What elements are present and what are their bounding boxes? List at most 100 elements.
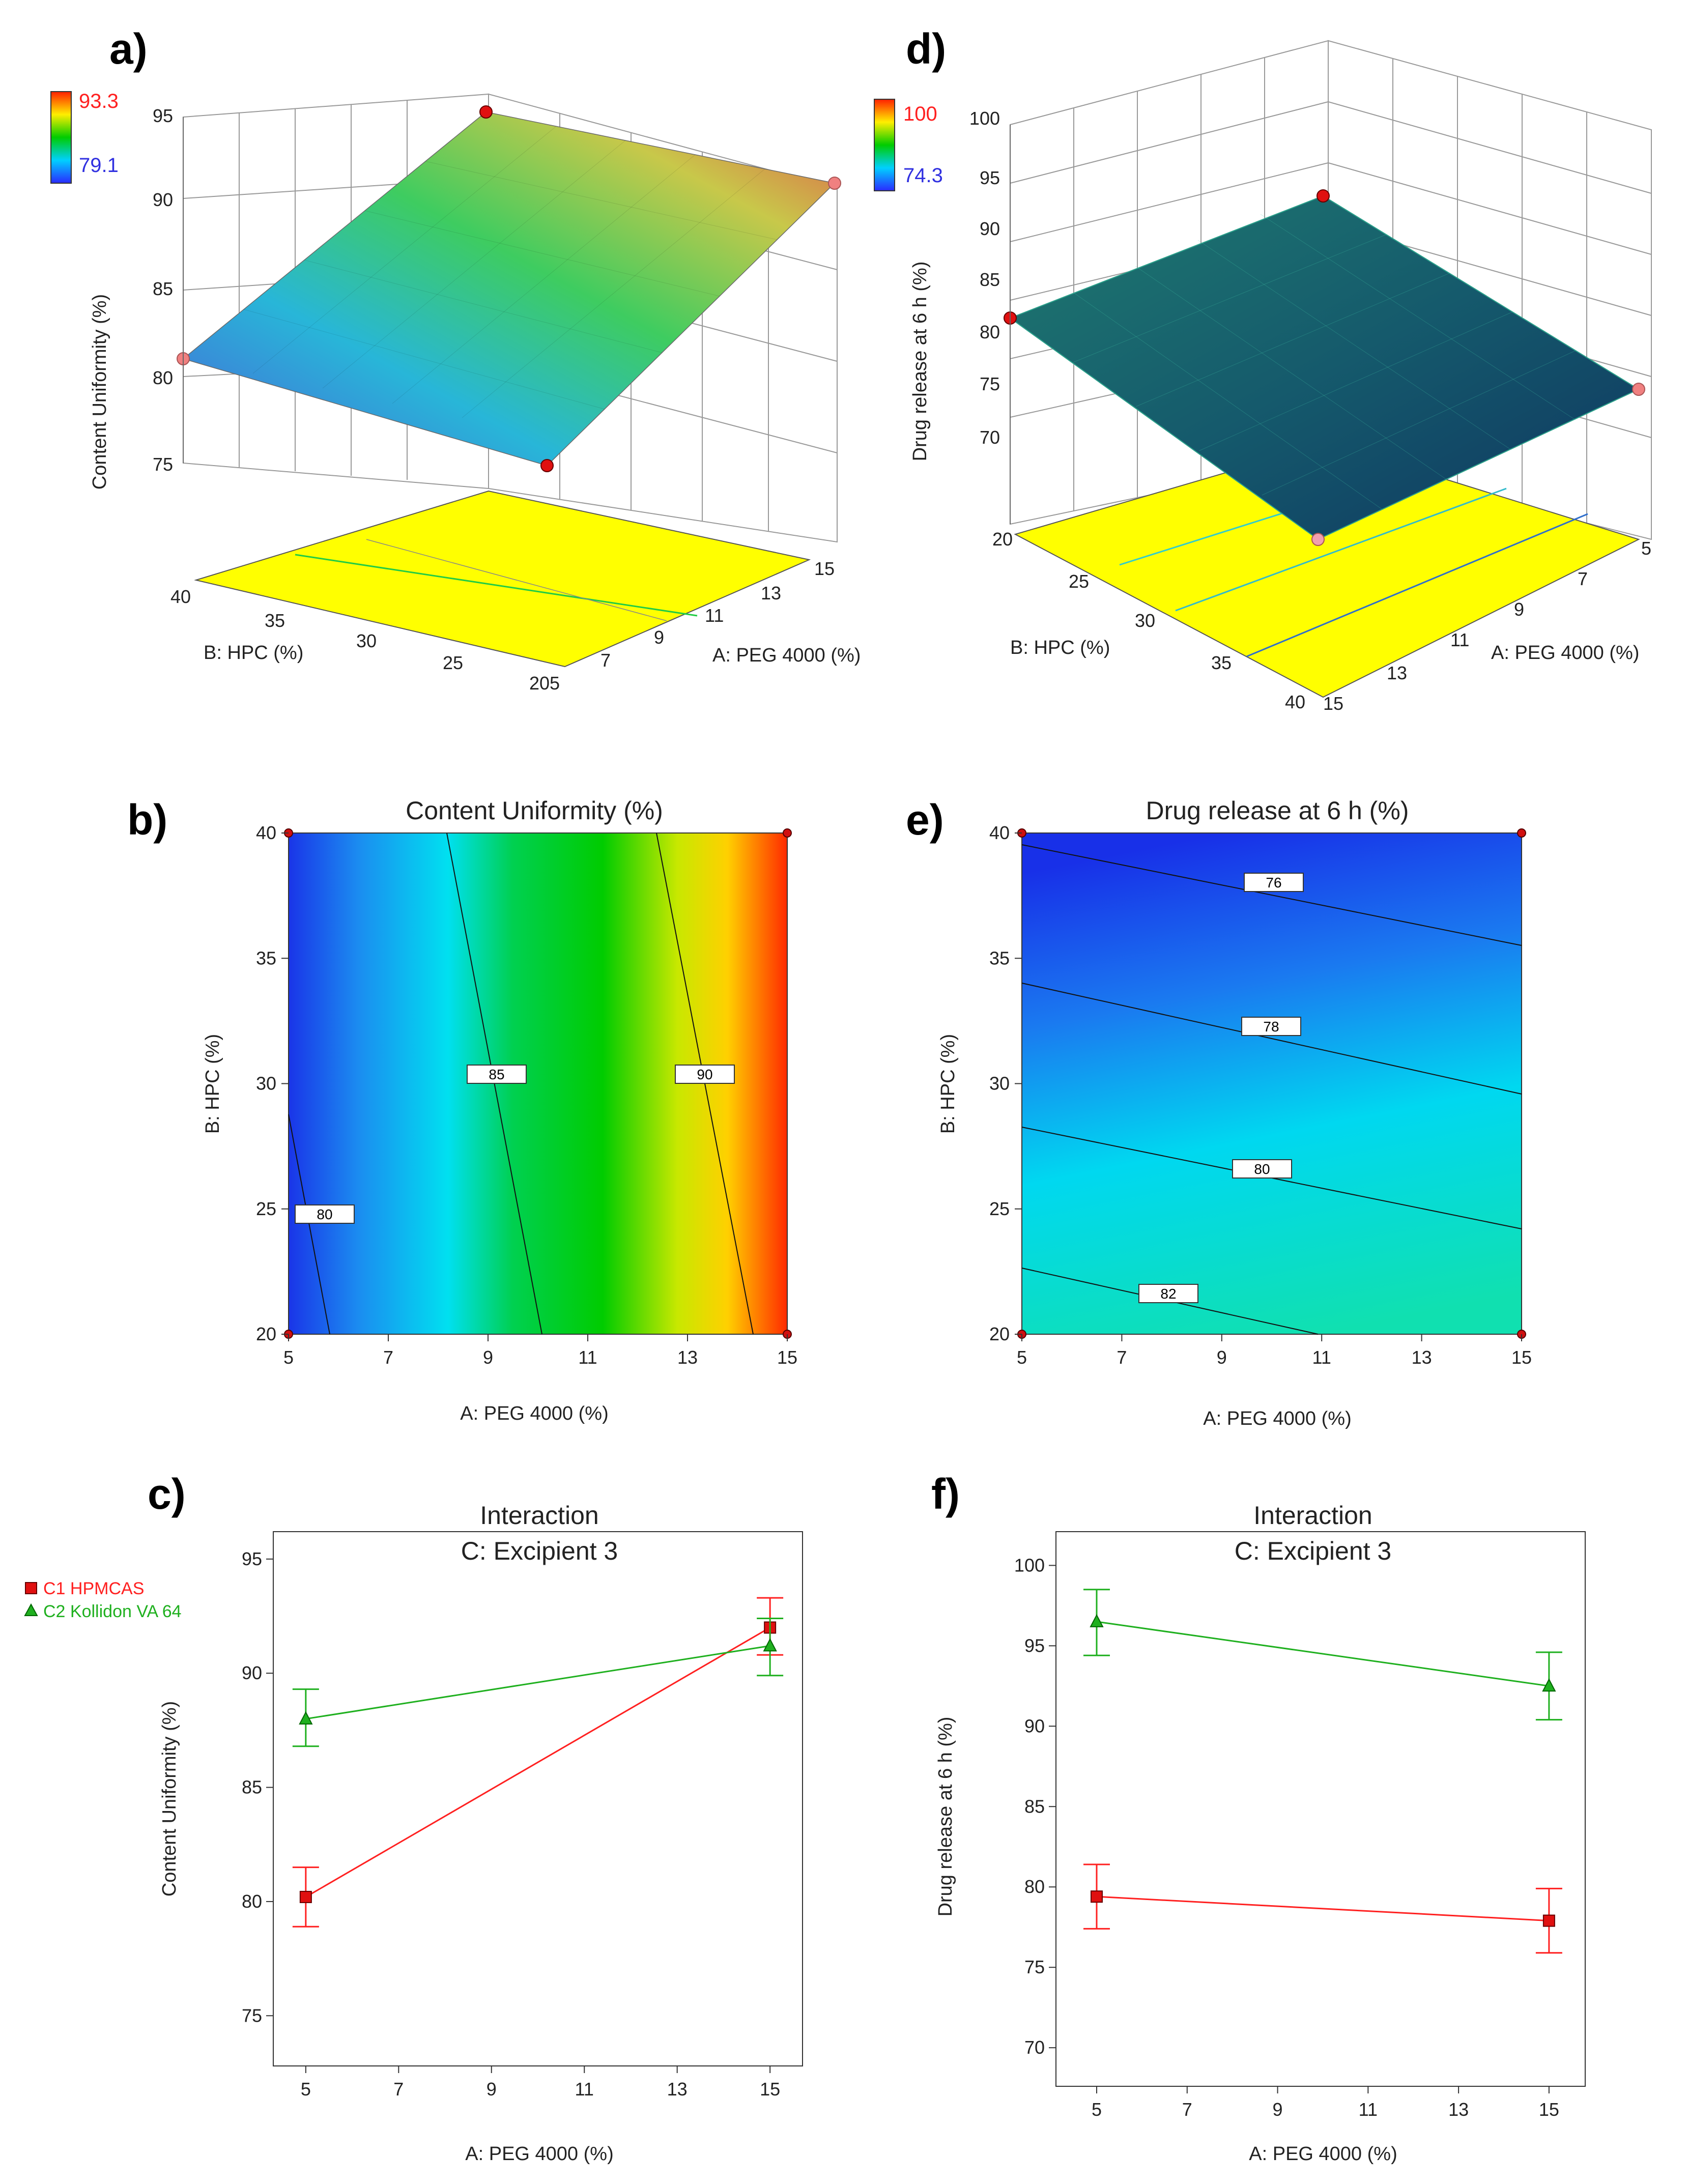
- colorbar-d-max: 100: [903, 103, 937, 125]
- x-ticks-b: 5 7 9 11 13 15: [283, 1334, 797, 1368]
- x-tick-label: 15: [1511, 1347, 1532, 1368]
- svg-text:85: 85: [489, 1067, 504, 1082]
- x-axis-f-label: A: PEG 4000 (%): [1249, 2143, 1397, 2165]
- x-tick-label: 7: [383, 1347, 393, 1368]
- legend-c1-label: C1 HPMCAS: [43, 1579, 144, 1598]
- z-axis-d-label: Drug release at 6 h (%): [909, 262, 931, 462]
- svg-text:9: 9: [1514, 599, 1524, 620]
- y-axis-c-label: Content Uniformity (%): [159, 1701, 180, 1896]
- svg-text:40: 40: [170, 586, 191, 607]
- svg-text:95: 95: [980, 167, 1000, 188]
- svg-text:13: 13: [761, 583, 781, 604]
- svg-text:5: 5: [550, 673, 560, 694]
- y-tick-label: 30: [989, 1073, 1010, 1094]
- panel-b: b) Content Uniformity (%) 80 85 90 5 7 9 11…: [127, 796, 797, 1424]
- panel-b-label: b): [127, 796, 167, 844]
- x-tick-label: 5: [1092, 2099, 1102, 2120]
- legend-c2-label: C2 Kollidon VA 64: [43, 1602, 182, 1621]
- colorbar-a-min: 79.1: [79, 154, 119, 177]
- x-ticks-e: 5 7 9 11 13 15: [1017, 1334, 1532, 1368]
- y-tick-label: 70: [1024, 2037, 1045, 2058]
- y-ticks-e: 20 25 30 35 40: [989, 822, 1022, 1344]
- data-point: [1090, 1614, 1104, 1627]
- svg-text:25: 25: [443, 652, 463, 673]
- x-tick-label: 5: [283, 1347, 294, 1368]
- colorbar-d: [874, 99, 895, 191]
- y-tick-label: 95: [242, 1548, 262, 1569]
- legend-c1-marker: [25, 1582, 37, 1594]
- x-tick-label: 5: [301, 2079, 311, 2100]
- x-tick-label: 9: [487, 2079, 497, 2100]
- design-point: [1317, 189, 1330, 203]
- svg-text:9: 9: [654, 627, 664, 648]
- design-point: [783, 828, 792, 838]
- surface-d: [1009, 195, 1640, 540]
- z-axis-a-label: Content Uniformity (%): [89, 294, 110, 490]
- series-line: [1096, 1895, 1549, 1922]
- y-axis-d-label: B: HPC (%): [1010, 637, 1110, 658]
- series-line: [305, 1627, 770, 1898]
- x-tick-label: 13: [667, 2079, 688, 2100]
- svg-text:95: 95: [153, 105, 173, 126]
- svg-text:80: 80: [317, 1206, 332, 1222]
- x-axis-b-label: A: PEG 4000 (%): [460, 1403, 608, 1424]
- x-tick-label: 11: [575, 2079, 594, 2100]
- svg-text:11: 11: [705, 605, 724, 626]
- design-point: [540, 459, 554, 472]
- y-axis-a: 40 35 30 25 20: [170, 586, 550, 694]
- y-axis-f-label: Drug release at 6 h (%): [935, 1717, 956, 1917]
- svg-text:80: 80: [1254, 1161, 1270, 1177]
- x-tick-label: 7: [1117, 1347, 1127, 1368]
- y-tick-label: 20: [989, 1324, 1010, 1344]
- contour-field-e: [1021, 832, 1522, 1335]
- svg-text:85: 85: [980, 269, 1000, 290]
- design-point: [1517, 828, 1526, 838]
- x-tick-label: 7: [393, 2079, 404, 2100]
- plot-f: 5 7 9 11 13 15 70 75 80 85 90 95 100: [1014, 1555, 1562, 2120]
- svg-text:40: 40: [1285, 692, 1305, 712]
- y-tick-label: 30: [256, 1073, 276, 1094]
- x-tick-label: 11: [1359, 2099, 1378, 2120]
- x-tick-label: 9: [483, 1347, 493, 1368]
- design-points-e: [1017, 828, 1526, 1339]
- y-axis-b-label: B: HPC (%): [202, 1034, 223, 1134]
- data-point: [299, 1711, 313, 1725]
- contour-lines-e: [1021, 844, 1522, 1335]
- panel-f-label: f): [931, 1470, 960, 1518]
- x-tick-label: 9: [1217, 1347, 1227, 1368]
- floor-a: [194, 490, 811, 668]
- panel-c-subtitle: C: Excipient 3: [461, 1537, 618, 1565]
- panel-f-subtitle: C: Excipient 3: [1235, 1537, 1391, 1565]
- panel-b-title: Content Uniformity (%): [406, 796, 663, 825]
- svg-text:82: 82: [1160, 1286, 1176, 1302]
- svg-text:30: 30: [356, 630, 377, 651]
- x-tick-label: 5: [1017, 1347, 1027, 1368]
- x-tick-label: 11: [1312, 1347, 1331, 1368]
- svg-text:100: 100: [969, 108, 1000, 129]
- design-point: [1311, 533, 1325, 546]
- panel-c-label: c): [148, 1470, 186, 1518]
- panel-d: d) 100 74.3: [874, 25, 1652, 714]
- panel-a-label: a): [109, 25, 148, 73]
- contour-labels-e: 76 78 80 82: [1138, 873, 1304, 1303]
- design-point: [828, 177, 841, 190]
- colorbar-d-min: 74.3: [903, 164, 943, 187]
- y-tick-label: 35: [989, 947, 1010, 968]
- series-line: [305, 1645, 770, 1720]
- panel-c-title: Interaction: [480, 1501, 598, 1530]
- colorbar-a-max: 93.3: [79, 90, 119, 112]
- x-axis-e-label: A: PEG 4000 (%): [1203, 1408, 1351, 1429]
- y-tick-label: 80: [1024, 1876, 1045, 1897]
- svg-text:20: 20: [992, 529, 1013, 550]
- z-axis-a: 95 90 85 80 75: [153, 105, 184, 475]
- x-axis-a: 5 7 9 11 13 15: [550, 558, 835, 694]
- x-tick-label: 9: [1273, 2099, 1283, 2120]
- floor-d: [1014, 442, 1640, 698]
- plot-frame-f: [1055, 1531, 1586, 2087]
- panel-e-title: Drug release at 6 h (%): [1146, 796, 1409, 825]
- y-axis-d: 20 25 30 35 40: [992, 529, 1305, 712]
- y-tick-label: 85: [242, 1777, 262, 1798]
- svg-text:11: 11: [1450, 629, 1469, 650]
- y-tick-label: 85: [1024, 1796, 1045, 1817]
- svg-text:5: 5: [1641, 538, 1651, 559]
